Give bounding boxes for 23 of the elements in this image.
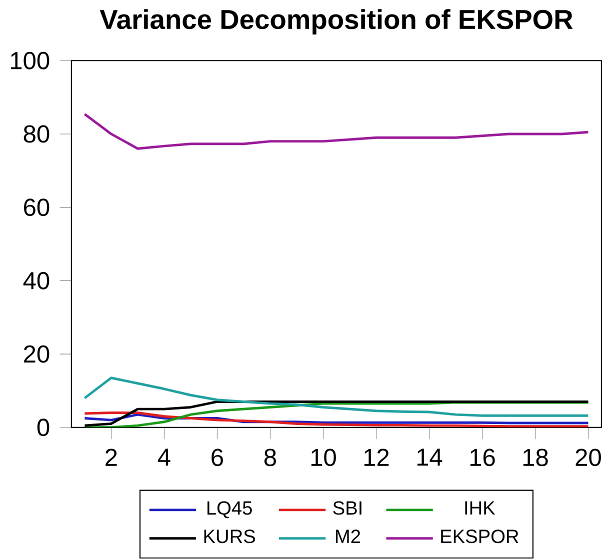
- x-tick-label: 10: [311, 448, 336, 466]
- y-tick-label: 40: [23, 272, 50, 290]
- x-tick-label: 18: [523, 448, 548, 466]
- x-tick-label: 14: [417, 448, 442, 466]
- legend-label: EKSPOR: [441, 530, 518, 544]
- x-tick-label: 16: [470, 448, 495, 466]
- y-tick-label: 100: [10, 52, 50, 70]
- chart-title: Variance Decomposition of EKSPOR: [100, 9, 573, 35]
- x-tick-label: 20: [576, 448, 601, 466]
- x-tick-label: 6: [212, 448, 223, 466]
- y-tick-label: 80: [24, 125, 50, 143]
- y-tick-label: 60: [24, 198, 50, 216]
- legend-label: IHK: [465, 502, 496, 515]
- x-tick-label: 4: [158, 448, 170, 466]
- y-tick-label: 20: [24, 346, 50, 363]
- x-tick-label: 12: [364, 448, 389, 466]
- y-tick-label: 0: [37, 418, 50, 436]
- legend-label: SBI: [333, 501, 362, 515]
- legend-label: M2: [336, 530, 360, 544]
- legend-label: LQ45: [208, 501, 252, 518]
- x-tick-label: 8: [264, 448, 276, 466]
- legend-label: KURS: [204, 530, 255, 544]
- x-tick-label: 2: [106, 448, 117, 466]
